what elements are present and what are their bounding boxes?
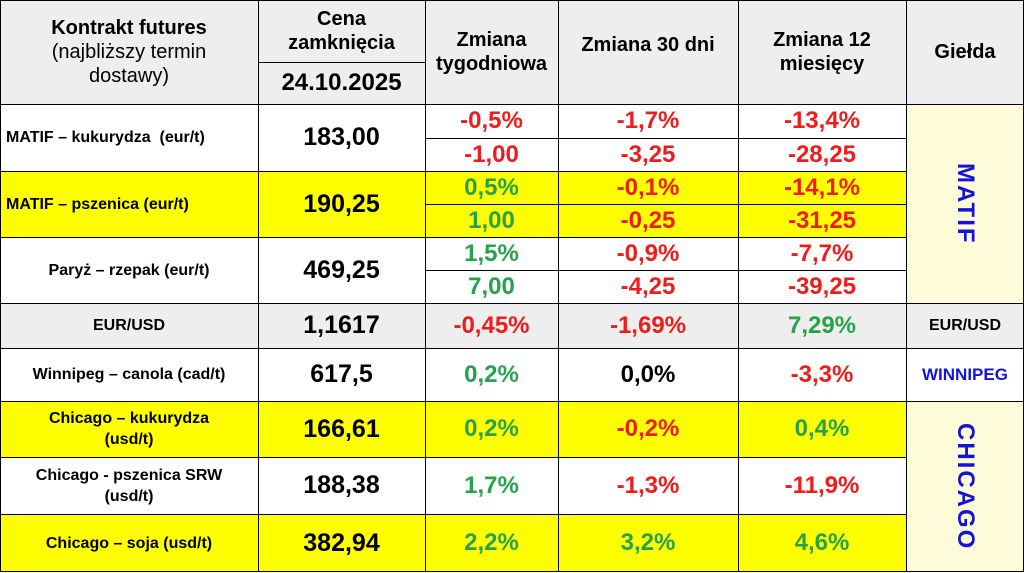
price-eurusd: 1,1617 bbox=[303, 311, 380, 339]
grid-line bbox=[425, 270, 906, 271]
exchange-header: Giełda bbox=[934, 41, 996, 63]
grid-line bbox=[0, 401, 1024, 402]
change-30-days-header: Zmiana 30 dni bbox=[581, 34, 715, 56]
d30-winnipeg-canola: 0,0% bbox=[620, 360, 676, 388]
row-label-paris-rapeseed: Paryż – rzepak (eur/t) bbox=[48, 261, 210, 279]
price-header-title: Cena zamknięcia bbox=[288, 8, 395, 54]
price-chicago-srw-wheat: 188,38 bbox=[303, 471, 380, 499]
weekly-abs-paris-rapeseed: 7,00 bbox=[468, 272, 515, 300]
grid-line bbox=[0, 171, 906, 172]
weekly-pct-matif-corn: -0,5% bbox=[460, 107, 523, 134]
d30-abs-matif-wheat: -0,25 bbox=[620, 206, 676, 234]
contract-header: Kontrakt futures (najbliższy termin dost… bbox=[0, 0, 258, 104]
matif-exchange-background bbox=[906, 104, 1024, 303]
row-label-eurusd: EUR/USD bbox=[92, 317, 165, 334]
grid-line bbox=[0, 0, 1, 572]
weekly-chicago-srw-wheat: 1,7% bbox=[464, 471, 519, 499]
weekly-chicago-soy: 2,2% bbox=[464, 529, 519, 556]
weekly-abs-matif-wheat: 1,00 bbox=[468, 206, 515, 234]
weekly-chicago-corn: 0,2% bbox=[464, 415, 519, 442]
row-label-winnipeg-canola: Winnipeg – canola (cad/t) bbox=[32, 366, 226, 383]
row-label-chicago-srw-wheat: Chicago - pszenica SRW (usd/t) bbox=[35, 466, 223, 505]
price-chicago-soy: 382,94 bbox=[303, 528, 380, 557]
d30-abs-matif-corn: -3,25 bbox=[620, 140, 676, 168]
price-chicago-corn: 166,61 bbox=[303, 414, 380, 443]
row-label-chicago-soy: Chicago – soja (usd/t) bbox=[45, 534, 213, 552]
row-label-chicago-corn: Chicago – kukurydza (usd/t) bbox=[48, 410, 210, 448]
grid-line bbox=[0, 303, 1024, 304]
contract-header-title: Kontrakt futures bbox=[51, 17, 207, 39]
weekly-abs-matif-corn: -1,00 bbox=[464, 140, 519, 168]
grid-line bbox=[425, 0, 426, 572]
grid-line bbox=[425, 204, 906, 205]
m12-pct-paris-rapeseed: -7,7% bbox=[790, 239, 854, 267]
d30-pct-matif-wheat: -0,1% bbox=[616, 173, 680, 201]
grid-line bbox=[0, 104, 1024, 105]
d30-pct-matif-corn: -1,7% bbox=[616, 107, 680, 134]
row-label-matif-wheat: MATIF – pszenica (eur/t) bbox=[6, 195, 189, 213]
grid-line bbox=[0, 348, 1024, 349]
m12-abs-matif-corn: -28,25 bbox=[787, 140, 857, 168]
m12-pct-matif-wheat: -14,1% bbox=[783, 173, 861, 201]
row-chicago-soy-background bbox=[0, 514, 906, 572]
weekly-winnipeg-canola: 0,2% bbox=[464, 360, 519, 388]
exchange-winnipeg: WINNIPEG bbox=[922, 364, 1008, 384]
d30-eurusd: -1,69% bbox=[609, 311, 687, 339]
m12-abs-matif-wheat: -31,25 bbox=[787, 206, 857, 234]
price-paris-rapeseed: 469,25 bbox=[303, 255, 380, 284]
weekly-pct-matif-wheat: 0,5% bbox=[464, 173, 519, 201]
grid-line bbox=[558, 0, 559, 572]
chicago-exchange-background bbox=[906, 401, 1024, 572]
m12-winnipeg-canola: -3,3% bbox=[790, 360, 854, 388]
price-header-date: 24.10.2025 bbox=[281, 69, 402, 96]
d30-pct-paris-rapeseed: -0,9% bbox=[616, 239, 680, 267]
row-chicago-corn-background bbox=[0, 401, 906, 457]
d30-chicago-corn: -0,2% bbox=[616, 415, 680, 442]
d30-chicago-soy: 3,2% bbox=[620, 529, 676, 556]
grid-line bbox=[258, 62, 425, 63]
row-label-matif-corn: MATIF – kukurydza (eur/t) bbox=[6, 129, 205, 146]
price-matif-corn: 183,00 bbox=[303, 123, 380, 151]
exchange-matif: MATIF bbox=[952, 162, 979, 245]
grid-line bbox=[258, 0, 259, 572]
row-eurusd-background bbox=[0, 303, 1024, 348]
m12-chicago-soy: 4,6% bbox=[794, 529, 850, 556]
m12-abs-paris-rapeseed: -39,25 bbox=[787, 272, 857, 300]
grid-line bbox=[0, 514, 906, 515]
grid-line bbox=[0, 571, 1024, 572]
weekly-change-header: Zmiana tygodniowa bbox=[435, 29, 548, 75]
contract-header-subtitle: (najbliższy termin dostawy) bbox=[51, 41, 207, 87]
grid-line bbox=[738, 0, 739, 572]
grid-line bbox=[906, 0, 907, 572]
header-row-background bbox=[0, 0, 1024, 104]
exchange-eurusd: EUR/USD bbox=[928, 317, 1001, 334]
change-12-months-header: Zmiana 12 miesięcy bbox=[773, 29, 871, 75]
d30-abs-paris-rapeseed: -4,25 bbox=[620, 272, 676, 300]
grid-line bbox=[0, 457, 906, 458]
weekly-eurusd: -0,45% bbox=[453, 311, 530, 339]
m12-chicago-corn: 0,4% bbox=[794, 415, 850, 442]
grid-line bbox=[425, 138, 906, 139]
grid-line bbox=[0, 0, 1024, 1]
exchange-chicago: CHICAGO bbox=[952, 422, 979, 551]
grid-line bbox=[0, 237, 906, 238]
m12-chicago-srw-wheat: -11,9% bbox=[784, 471, 860, 499]
price-matif-wheat: 190,25 bbox=[303, 189, 380, 218]
weekly-pct-paris-rapeseed: 1,5% bbox=[464, 239, 519, 267]
price-winnipeg-canola: 617,5 bbox=[310, 360, 373, 388]
m12-eurusd: 7,29% bbox=[787, 311, 857, 339]
m12-pct-matif-corn: -13,4% bbox=[783, 107, 861, 134]
d30-chicago-srw-wheat: -1,3% bbox=[616, 471, 680, 499]
